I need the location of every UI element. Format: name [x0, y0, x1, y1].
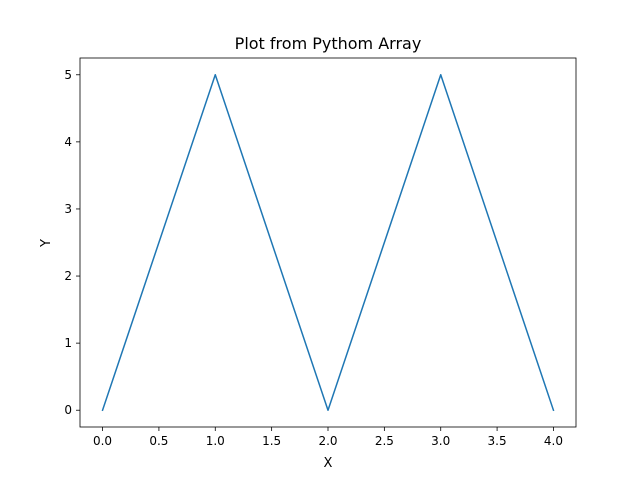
x-axis-label: X — [324, 456, 333, 471]
y-tick-label: 3 — [64, 202, 72, 216]
x-tick-label: 0.5 — [149, 434, 168, 448]
x-tick-label: 3.0 — [431, 434, 450, 448]
x-tick-label: 2.0 — [318, 434, 337, 448]
series-line-0 — [101, 74, 555, 412]
y-axis-label: Y — [39, 239, 54, 248]
y-tick-label: 2 — [64, 269, 72, 283]
x-tick-label: 4.0 — [544, 434, 563, 448]
y-tick-label: 4 — [64, 135, 72, 149]
plot-area: 0.0 0.5 1.0 1.5 2.0 2.5 3.0 3.5 4.0 0 1 2 3 4 5 — [64, 57, 577, 448]
x-tick-label: 1.5 — [262, 434, 281, 448]
y-tick-label: 1 — [64, 336, 72, 350]
y-tick-label: 0 — [64, 403, 72, 417]
x-tick-label: 1.0 — [206, 434, 225, 448]
chart-title: Plot from Pythom Array — [235, 34, 422, 53]
x-tick-label: 0.0 — [93, 434, 112, 448]
x-tick-label: 2.5 — [375, 434, 394, 448]
y-tick-label: 5 — [64, 68, 72, 82]
x-tick-label: 3.5 — [488, 434, 507, 448]
